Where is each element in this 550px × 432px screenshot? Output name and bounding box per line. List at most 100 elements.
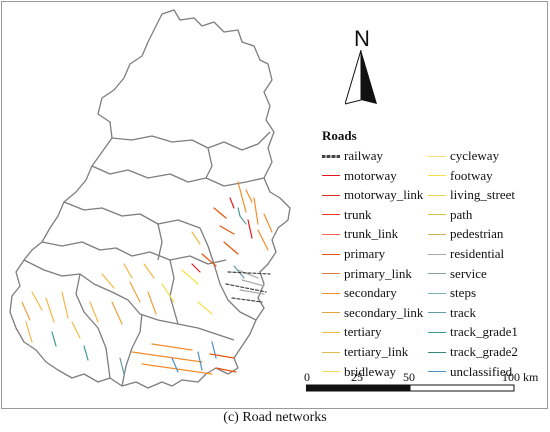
legend-item-tertiary: tertiary [322, 324, 382, 340]
legend-label: secondary_link [344, 304, 424, 320]
legend-label: cycleway [450, 148, 500, 163]
road-segment [191, 197, 253, 273]
road-segment [119, 215, 247, 375]
legend-swatch [428, 273, 446, 275]
district-line-1 [111, 131, 271, 151]
north-arrow-icon [345, 50, 377, 105]
district-line-8 [157, 223, 163, 261]
study-area-boundary [9, 9, 291, 389]
legend-swatch [322, 253, 340, 255]
legend-item-living-street: living_street [428, 187, 515, 203]
legend-item-track: track [428, 305, 476, 321]
legend-swatch [322, 273, 340, 275]
legend-swatch [322, 194, 340, 196]
legend-item-steps: steps [428, 285, 476, 301]
legend-item-secondary: secondary [322, 285, 397, 301]
legend-swatch [428, 351, 446, 353]
legend-item-railway: railway [322, 148, 383, 164]
legend-item-primary: primary [322, 246, 385, 262]
road-segment [209, 353, 237, 373]
scale-tick-50: 50 [403, 370, 415, 384]
road-network [21, 181, 273, 375]
legend-label: track [450, 304, 476, 320]
legend-swatch [322, 214, 340, 216]
legend-item-track-grade2: track_grade2 [428, 344, 518, 360]
legend-label: bridleway [344, 363, 396, 379]
legend-label: primary_link [344, 265, 412, 281]
legend-swatch [428, 214, 446, 216]
legend-label: living_street [450, 187, 515, 203]
map-canvas [9, 9, 291, 389]
legend-item-trunk: trunk [322, 207, 371, 223]
legend-label: track_grade1 [450, 324, 518, 340]
legend-swatch [322, 371, 340, 373]
district-line-7 [199, 227, 257, 321]
district-line-5 [23, 259, 235, 341]
legend-swatch [322, 292, 340, 294]
district-line-6 [121, 313, 143, 387]
road-segment [101, 231, 201, 289]
legend-swatch [322, 233, 340, 235]
road-segment [21, 281, 157, 325]
legend-item-motorway-link: motorway_link [322, 187, 423, 203]
legend-label: tertiary [344, 324, 382, 340]
legend-label: steps [450, 285, 476, 301]
district-line-3 [63, 201, 201, 229]
legend-swatch [322, 331, 340, 333]
legend-item-residential: residential [428, 246, 504, 262]
figure-caption: (c) Road networks [0, 410, 550, 426]
road-segment [51, 207, 241, 361]
legend-swatch [428, 253, 446, 255]
legend-item-path: path [428, 207, 472, 223]
legend-item-unclassified: unclassified [428, 364, 512, 380]
legend-label: path [450, 206, 473, 222]
legend-item-secondary-link: secondary_link [322, 305, 423, 321]
road-segment [237, 269, 265, 295]
legend-swatch [428, 371, 446, 373]
legend-label: track_grade2 [450, 344, 518, 359]
legend-item-footway: footway [428, 168, 493, 184]
district-line-10 [169, 259, 179, 325]
legend-item-tertiary-link: tertiary_link [322, 344, 408, 360]
scale-tick-25: 25 [351, 370, 363, 384]
legend-label: tertiary_link [344, 344, 409, 359]
legend-swatch [428, 312, 446, 314]
legend-label: secondary [344, 285, 397, 301]
caption-prefix: (c) [223, 410, 239, 425]
legend-item-motorway: motorway [322, 168, 397, 184]
legend-label: unclassified [450, 363, 513, 379]
legend-label: pedestrian [450, 226, 504, 242]
legend-label: primary [344, 246, 386, 261]
legend-swatch [322, 312, 340, 314]
legend-swatch [322, 154, 340, 158]
legend-swatch [322, 175, 340, 177]
legend-label: trunk_link [344, 226, 399, 242]
legend-item-pedestrian: pedestrian [428, 226, 503, 242]
north-label: N [354, 26, 370, 51]
road-segment [161, 269, 213, 315]
legend-label: motorway [344, 167, 397, 183]
legend-label: railway [344, 148, 383, 163]
legend-label: motorway_link [344, 187, 424, 203]
legend-label: trunk [344, 206, 372, 222]
legend-swatch [428, 175, 446, 177]
road-segment [25, 291, 99, 343]
legend-title: Roads [322, 128, 357, 143]
outer-boundary [9, 9, 291, 389]
legend-label: service [450, 265, 487, 281]
legend-item-trunk-link: trunk_link [322, 226, 398, 242]
district-line-9 [205, 147, 213, 179]
legend-label: residential [450, 246, 505, 261]
road-segment [237, 181, 273, 251]
legend-label: footway [450, 167, 493, 183]
legend-item-service: service [428, 266, 487, 282]
legend-item-primary-link: primary_link [322, 266, 412, 282]
legend-item-bridleway: bridleway [322, 364, 396, 380]
legend-swatch [428, 331, 446, 333]
legend-swatch [428, 194, 446, 196]
scale-bar-graphic [306, 384, 515, 392]
road-segment [225, 271, 271, 303]
scale-tick-100: 100 km [502, 370, 539, 384]
district-line-11 [75, 273, 111, 379]
